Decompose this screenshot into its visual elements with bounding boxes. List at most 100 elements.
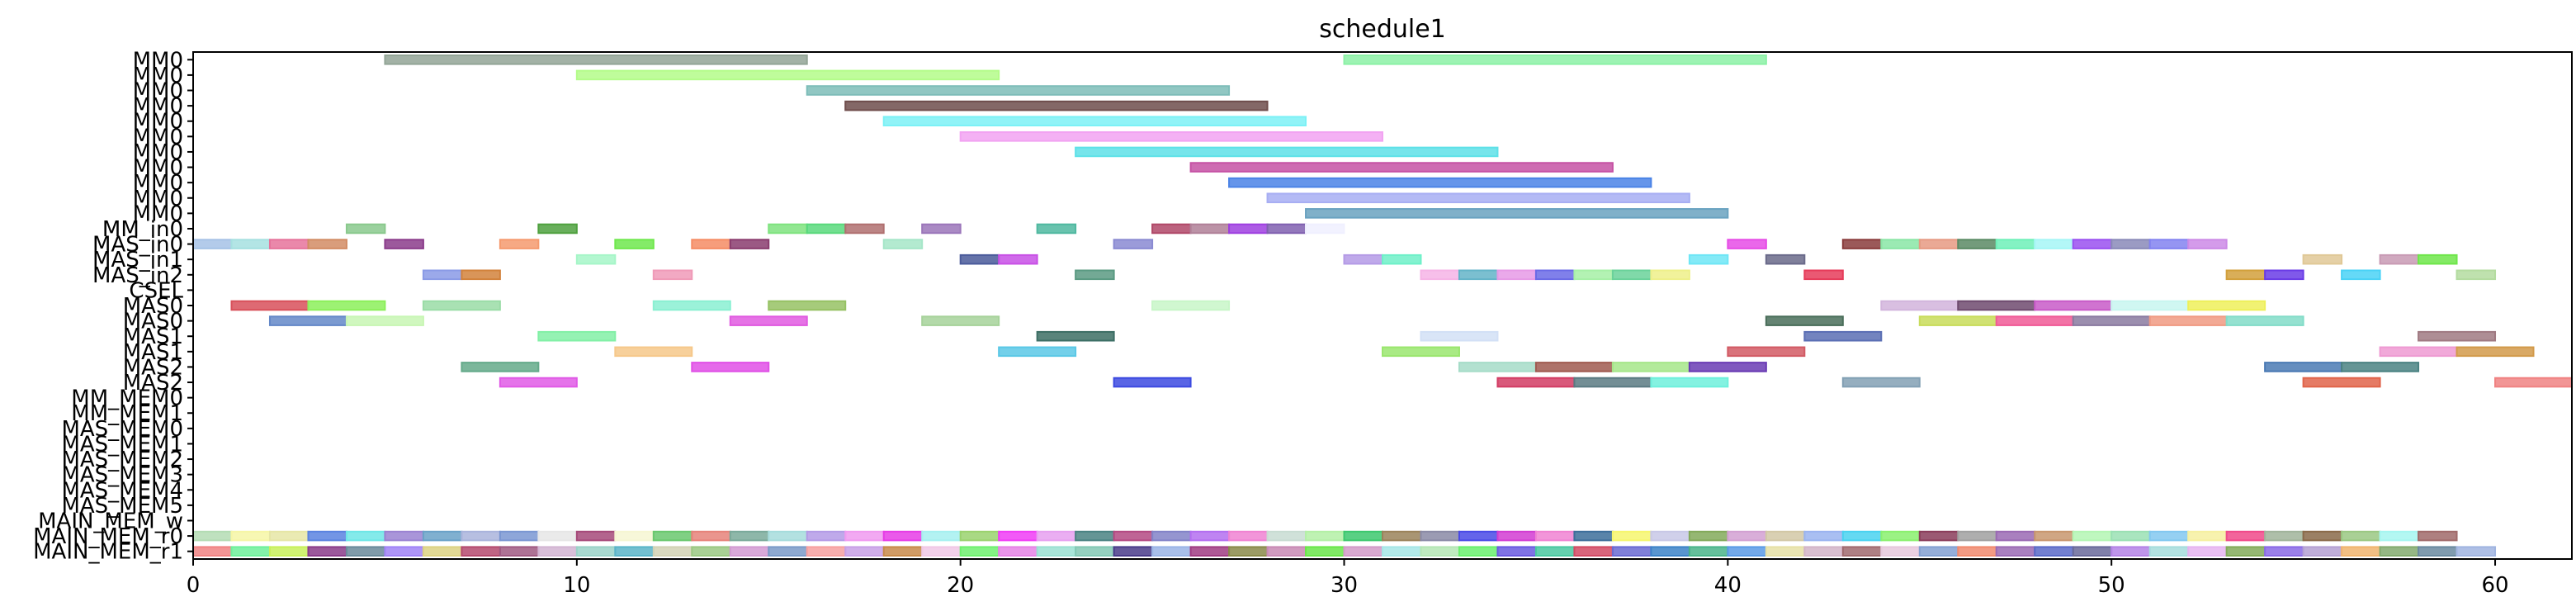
gantt-bar	[1957, 546, 1997, 557]
gantt-bar	[652, 300, 731, 311]
y-tick-label: MAS_MEM3	[61, 463, 183, 488]
gantt-bar	[461, 362, 540, 372]
gantt-bar	[1305, 546, 1345, 557]
gantt-bar	[422, 530, 463, 542]
gantt-bar	[1266, 223, 1307, 235]
gantt-bar	[230, 546, 271, 557]
gantt-bar	[1727, 530, 1767, 542]
gantt-bar	[1228, 223, 1269, 235]
y-tick-label: MM0	[133, 64, 183, 88]
y-tick-label: MM0	[133, 187, 183, 211]
gantt-bar	[1420, 546, 1460, 557]
gantt-bar	[1918, 315, 1997, 326]
gantt-bar	[1880, 546, 1921, 557]
gantt-bar	[2148, 530, 2190, 542]
gantt-bar	[1611, 546, 1652, 557]
gantt-bar	[2225, 530, 2266, 542]
gantt-bar	[2418, 546, 2458, 557]
gantt-bar	[1343, 254, 1383, 265]
gantt-bar	[1420, 530, 1460, 542]
gantt-bar	[1534, 530, 1576, 542]
gantt-bar	[1496, 530, 1537, 542]
gantt-bar	[192, 239, 233, 249]
gantt-bar	[2302, 377, 2381, 388]
gantt-bar	[1036, 330, 1115, 342]
gantt-bar	[2494, 377, 2573, 388]
gantt-bar	[1420, 330, 1499, 342]
gantt-bar	[882, 530, 924, 542]
gantt-bar	[2110, 530, 2151, 542]
gantt-bar	[384, 546, 424, 557]
gantt-bar	[1880, 239, 1921, 249]
gantt-bar	[1534, 362, 1614, 372]
gantt-bar	[1305, 530, 1345, 542]
gantt-bar	[2110, 239, 2151, 249]
gantt-bar	[2455, 546, 2497, 557]
y-tick-label: MM0	[133, 125, 183, 149]
gantt-bar	[1841, 239, 1883, 249]
gantt-bar	[882, 239, 924, 249]
gantt-bar	[768, 300, 847, 311]
y-tick-label: MAS_MEM5	[61, 494, 183, 519]
gantt-bar	[2379, 546, 2420, 557]
gantt-bar	[2341, 530, 2381, 542]
gantt-bar	[959, 254, 1000, 265]
y-tick-label: MM0	[133, 140, 183, 165]
gantt-bar	[1151, 300, 1231, 311]
gantt-bar	[1880, 530, 1921, 542]
gantt-bar	[2341, 269, 2381, 281]
gantt-bar	[1650, 530, 1690, 542]
gantt-bar	[384, 54, 808, 65]
gantt-bar	[1573, 546, 1614, 557]
gantt-bar	[652, 269, 693, 281]
gantt-bar	[537, 223, 578, 235]
y-tick-label: MM0	[133, 110, 183, 135]
y-tick-label: MAIN_MEM_r0	[33, 524, 183, 549]
gantt-bar	[1458, 269, 1499, 281]
gantt-bar	[844, 546, 885, 557]
gantt-bar	[652, 546, 693, 557]
gantt-bar	[2148, 315, 2228, 326]
gantt-bar	[1918, 239, 1959, 249]
gantt-bar	[1803, 530, 1844, 542]
gantt-bar	[1573, 269, 1614, 281]
gantt-bar	[691, 362, 770, 372]
gantt-bar	[384, 239, 424, 249]
y-tick-label: MM_MEM0	[71, 386, 183, 411]
gantt-bar	[921, 546, 962, 557]
gantt-bar	[2187, 239, 2228, 249]
gantt-bar	[499, 377, 578, 388]
gantt-bar	[422, 300, 501, 311]
gantt-bar	[1113, 377, 1192, 388]
gantt-bar	[1573, 377, 1652, 388]
x-axis: 0 10 20 30 40 50 60	[187, 559, 2509, 598]
gantt-bar	[1458, 530, 1499, 542]
gantt-bar	[2110, 300, 2190, 311]
gantt-bar	[1189, 546, 1231, 557]
gantt-bar	[345, 223, 386, 235]
gantt-bar	[2418, 330, 2497, 342]
gantt-bar	[230, 239, 271, 249]
gantt-bar	[1151, 223, 1192, 235]
gantt-bar	[499, 239, 540, 249]
gantt-bar	[998, 530, 1038, 542]
gantt-bar	[1151, 530, 1192, 542]
gantt-bar	[1765, 530, 1806, 542]
gantt-bar	[345, 546, 386, 557]
gantt-bar	[1036, 223, 1077, 235]
x-tick-label: 20	[947, 573, 974, 598]
gantt-bar	[806, 223, 847, 235]
gantt-bar	[1611, 530, 1652, 542]
gantt-bar	[575, 254, 617, 265]
gantt-bar	[1727, 346, 1806, 358]
gantt-bar	[1688, 530, 1729, 542]
gantt-bar	[384, 530, 424, 542]
gantt-bar	[614, 239, 655, 249]
gantt-bar	[1382, 254, 1422, 265]
gantt-bar	[1305, 208, 1729, 219]
gantt-bar	[1957, 300, 2036, 311]
y-tick-label: MAIN_MEM_r1	[33, 540, 183, 565]
y-tick-label: MAS1	[123, 325, 183, 349]
gantt-bar	[1266, 546, 1307, 557]
